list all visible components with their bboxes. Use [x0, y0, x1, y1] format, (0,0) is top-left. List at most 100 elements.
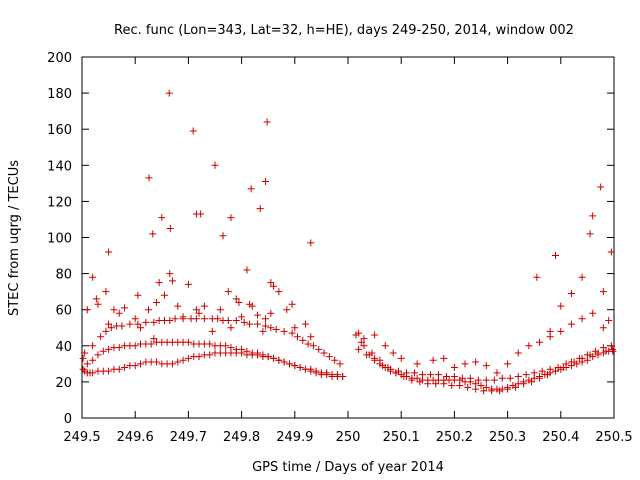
- data-point: [480, 387, 488, 395]
- y-tick-label: 200: [47, 51, 72, 66]
- data-point: [272, 326, 280, 334]
- y-tick-label: 100: [47, 232, 72, 247]
- data-point: [83, 360, 91, 368]
- data-point: [357, 338, 365, 346]
- data-point: [179, 356, 187, 364]
- y-axis-title: STEC from uqrg / TECUs: [7, 160, 22, 316]
- data-point: [490, 376, 498, 384]
- data-point: [607, 342, 615, 350]
- y-tick-label: 60: [55, 304, 72, 319]
- data-point: [567, 320, 575, 328]
- data-point: [567, 289, 575, 297]
- data-point: [200, 302, 208, 310]
- data-point: [551, 367, 559, 375]
- data-point: [110, 306, 118, 314]
- data-point: [514, 372, 522, 380]
- data-point: [575, 354, 583, 362]
- data-point: [283, 306, 291, 314]
- data-point: [121, 363, 129, 371]
- data-point: [605, 317, 613, 325]
- data-point: [126, 320, 134, 328]
- y-tick-label: 140: [47, 159, 72, 174]
- data-point: [235, 298, 243, 306]
- data-point: [248, 302, 256, 310]
- data-point: [472, 358, 480, 366]
- data-point: [544, 371, 551, 379]
- data-point: [589, 212, 597, 220]
- data-point: [254, 349, 262, 357]
- data-point: [222, 342, 230, 350]
- data-point: [567, 358, 575, 366]
- y-tick-label: 40: [55, 340, 72, 355]
- data-point: [352, 331, 360, 339]
- data-point: [92, 295, 100, 303]
- data-point: [493, 369, 501, 377]
- data-point: [466, 374, 474, 382]
- data-point: [142, 318, 150, 326]
- data-point: [482, 383, 490, 391]
- data-point: [267, 309, 275, 317]
- data-point: [514, 349, 522, 357]
- data-point: [145, 174, 153, 182]
- data-point: [496, 387, 504, 395]
- data-point: [557, 327, 565, 335]
- data-point: [263, 118, 271, 126]
- data-point: [243, 347, 251, 355]
- data-point: [450, 363, 458, 371]
- data-point: [89, 342, 97, 350]
- data-point: [152, 358, 160, 366]
- data-point: [293, 333, 301, 341]
- data-point: [474, 376, 482, 384]
- data-point: [227, 324, 235, 332]
- data-point: [512, 383, 520, 391]
- data-point: [546, 365, 554, 373]
- data-point: [411, 369, 418, 377]
- data-point: [309, 342, 317, 350]
- data-point: [536, 338, 544, 346]
- data-points: [79, 89, 617, 395]
- data-point: [599, 344, 607, 352]
- data-point: [320, 349, 328, 357]
- x-tick-label: 249.5: [63, 430, 100, 445]
- axis-ticks: 249.5 249.6 249.7 249.8 249.9 250 250.1 250.2 25…: [47, 51, 632, 445]
- data-point: [262, 322, 270, 330]
- y-tick-label: 120: [47, 195, 72, 210]
- data-point: [339, 372, 347, 380]
- data-point: [240, 318, 248, 326]
- data-point: [179, 313, 187, 321]
- data-point: [192, 306, 200, 314]
- data-point: [224, 317, 232, 325]
- data-point: [429, 356, 437, 364]
- data-point: [105, 367, 113, 375]
- data-point: [440, 354, 448, 362]
- x-tick-label: 249.7: [170, 430, 207, 445]
- data-point: [323, 369, 331, 377]
- data-point: [256, 205, 264, 213]
- data-point: [589, 309, 597, 317]
- data-point: [315, 345, 323, 353]
- data-point: [464, 383, 472, 391]
- data-point: [118, 322, 126, 330]
- data-point: [166, 270, 174, 278]
- data-point: [259, 351, 267, 359]
- data-point: [504, 360, 512, 368]
- data-point: [83, 306, 91, 314]
- data-point: [360, 335, 368, 343]
- data-point: [238, 313, 246, 321]
- data-point: [165, 89, 173, 97]
- data-point: [506, 374, 514, 382]
- y-tick-label: 0: [64, 412, 72, 427]
- data-point: [583, 351, 591, 359]
- data-point: [392, 369, 400, 377]
- data-point: [280, 358, 288, 366]
- data-point: [458, 374, 466, 382]
- data-point: [389, 349, 397, 357]
- data-point: [166, 317, 174, 325]
- data-point: [105, 320, 113, 328]
- data-point: [368, 349, 376, 357]
- data-point: [504, 385, 512, 393]
- data-point: [89, 273, 97, 281]
- data-point: [232, 295, 240, 303]
- data-point: [131, 362, 139, 370]
